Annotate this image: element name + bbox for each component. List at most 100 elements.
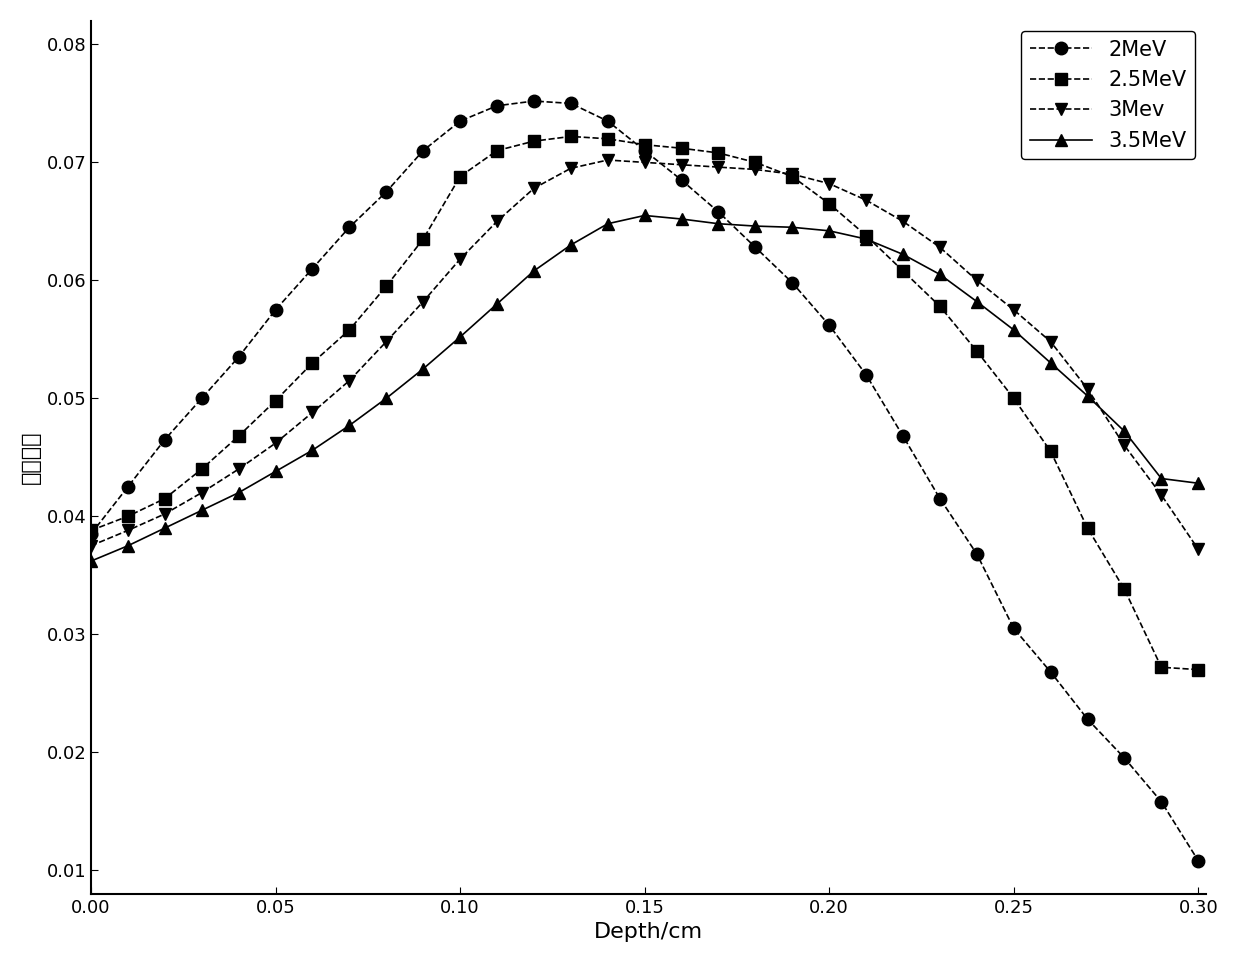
2MeV xyxy=(120,481,135,492)
2.5MeV xyxy=(195,463,210,475)
2MeV xyxy=(527,95,542,107)
2.5MeV xyxy=(711,147,725,159)
3.5MeV xyxy=(1007,325,1022,336)
2MeV xyxy=(305,263,320,274)
3.5MeV xyxy=(563,239,578,250)
2.5MeV xyxy=(379,280,394,292)
2.5MeV xyxy=(1154,662,1169,673)
2.5MeV xyxy=(120,510,135,522)
3Mev xyxy=(195,487,210,499)
2.5MeV xyxy=(970,346,985,357)
2MeV xyxy=(785,277,800,289)
2.5MeV xyxy=(415,233,430,245)
2MeV xyxy=(895,430,910,442)
2.5MeV xyxy=(858,230,873,242)
3.5MeV xyxy=(415,363,430,375)
2MeV xyxy=(231,351,246,363)
2.5MeV xyxy=(785,170,800,182)
2MeV xyxy=(1080,714,1095,725)
3Mev xyxy=(268,437,283,449)
2MeV xyxy=(83,528,98,539)
3.5MeV xyxy=(711,218,725,229)
3Mev xyxy=(748,164,763,175)
2.5MeV xyxy=(342,325,357,336)
3Mev xyxy=(453,253,467,265)
2.5MeV xyxy=(268,395,283,406)
3Mev xyxy=(527,183,542,195)
Line: 3Mev: 3Mev xyxy=(84,154,1204,556)
3.5MeV xyxy=(231,487,246,499)
3Mev xyxy=(637,157,652,169)
3.5MeV xyxy=(120,540,135,552)
3Mev xyxy=(563,163,578,174)
3Mev xyxy=(305,406,320,418)
2MeV xyxy=(675,174,689,186)
3.5MeV xyxy=(637,210,652,221)
3.5MeV xyxy=(748,221,763,232)
2.5MeV xyxy=(563,131,578,143)
3Mev xyxy=(379,336,394,348)
3Mev xyxy=(1117,440,1132,452)
2.5MeV xyxy=(527,136,542,147)
2MeV xyxy=(970,548,985,560)
3Mev xyxy=(932,242,947,253)
Line: 2MeV: 2MeV xyxy=(84,94,1204,867)
3Mev xyxy=(600,154,615,166)
3Mev xyxy=(1080,383,1095,395)
3Mev xyxy=(231,463,246,475)
3.5MeV xyxy=(379,393,394,404)
3.5MeV xyxy=(195,505,210,516)
3.5MeV xyxy=(490,299,505,310)
2.5MeV xyxy=(895,265,910,276)
3.5MeV xyxy=(675,213,689,224)
2MeV xyxy=(453,116,467,127)
2MeV xyxy=(415,144,430,156)
3Mev xyxy=(1007,304,1022,316)
2MeV xyxy=(1154,796,1169,808)
3Mev xyxy=(120,525,135,536)
3.5MeV xyxy=(785,221,800,233)
3.5MeV xyxy=(1154,473,1169,484)
2.5MeV xyxy=(675,143,689,154)
3Mev xyxy=(1154,489,1169,501)
2.5MeV xyxy=(1007,393,1022,404)
2MeV xyxy=(748,242,763,253)
2.5MeV xyxy=(1080,522,1095,534)
2.5MeV xyxy=(453,170,467,182)
3.5MeV xyxy=(83,556,98,567)
2.5MeV xyxy=(1190,664,1205,675)
3Mev xyxy=(895,216,910,227)
3.5MeV xyxy=(822,225,837,237)
2.5MeV xyxy=(305,357,320,369)
3Mev xyxy=(490,216,505,227)
2MeV xyxy=(563,97,578,109)
3.5MeV xyxy=(268,466,283,478)
3.5MeV xyxy=(157,522,172,534)
2MeV xyxy=(932,493,947,505)
3.5MeV xyxy=(342,420,357,431)
3Mev xyxy=(157,508,172,520)
3Mev xyxy=(970,274,985,286)
2.5MeV xyxy=(83,525,98,536)
3.5MeV xyxy=(895,248,910,260)
3.5MeV xyxy=(932,269,947,280)
3.5MeV xyxy=(970,296,985,307)
3Mev xyxy=(675,159,689,170)
2MeV xyxy=(490,100,505,112)
3Mev xyxy=(83,540,98,552)
2MeV xyxy=(342,221,357,233)
3Mev xyxy=(711,162,725,173)
3.5MeV xyxy=(858,233,873,245)
2MeV xyxy=(637,144,652,156)
Line: 2.5MeV: 2.5MeV xyxy=(84,130,1204,676)
3Mev xyxy=(822,178,837,190)
2.5MeV xyxy=(600,133,615,144)
3.5MeV xyxy=(1043,357,1058,369)
2.5MeV xyxy=(1117,584,1132,595)
3Mev xyxy=(785,169,800,180)
3.5MeV xyxy=(527,265,542,276)
2.5MeV xyxy=(231,430,246,442)
2MeV xyxy=(711,206,725,218)
3Mev xyxy=(858,195,873,206)
2MeV xyxy=(195,393,210,404)
